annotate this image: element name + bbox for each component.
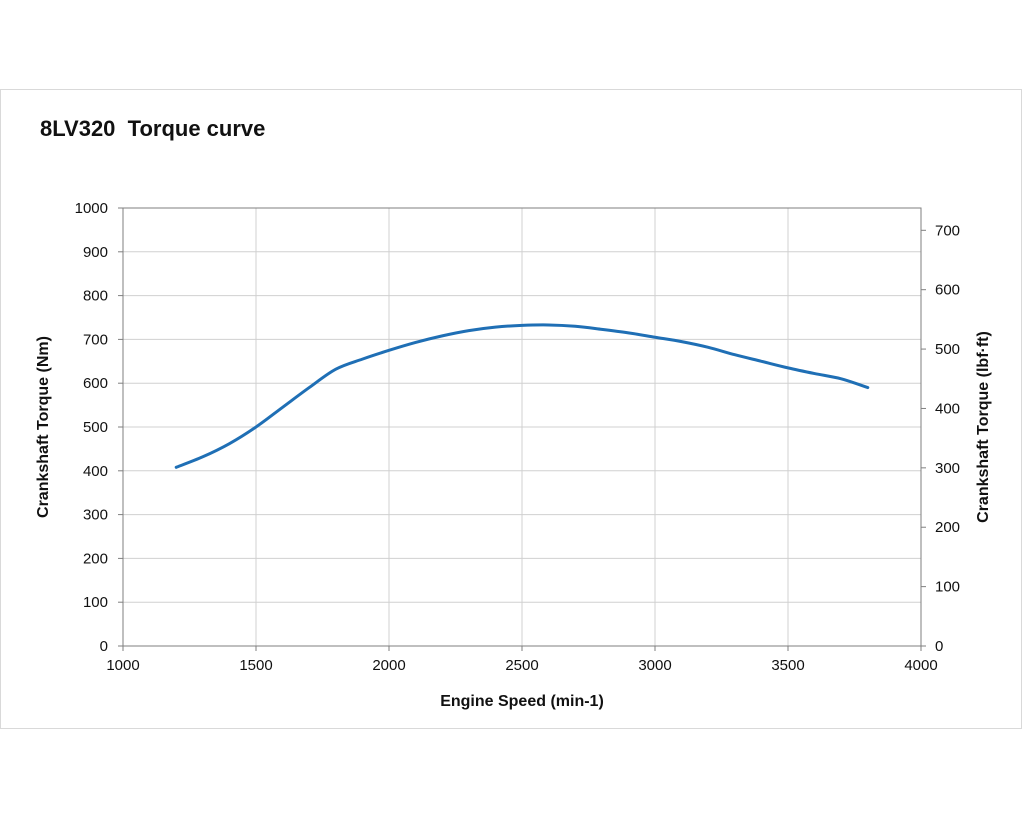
y-axis-ticks: 0 100 200 300 400 500 600 700 800 900 1000 bbox=[75, 200, 123, 655]
y-tick-label: 0 bbox=[100, 638, 108, 655]
x-tick-label: 2500 bbox=[505, 657, 538, 674]
y2-tick-label: 100 bbox=[935, 579, 960, 596]
y2-axis-ticks: 0 100 200 300 400 500 600 700 bbox=[921, 222, 960, 655]
y-tick-label: 900 bbox=[83, 244, 108, 261]
y2-axis-label: Crankshaft Torque (lbf·ft) bbox=[975, 331, 992, 523]
y2-tick-label: 500 bbox=[935, 341, 960, 358]
y-tick-label: 100 bbox=[83, 594, 108, 611]
x-tick-label: 3500 bbox=[771, 657, 804, 674]
y2-tick-label: 400 bbox=[935, 400, 960, 417]
x-tick-label: 1500 bbox=[239, 657, 272, 674]
y-tick-label: 1000 bbox=[75, 200, 108, 217]
y-tick-label: 400 bbox=[83, 463, 108, 480]
y-tick-label: 200 bbox=[83, 550, 108, 567]
x-tick-label: 4000 bbox=[904, 657, 937, 674]
torque-series-line bbox=[174, 323, 870, 469]
y-tick-label: 700 bbox=[83, 331, 108, 348]
y2-tick-label: 700 bbox=[935, 222, 960, 239]
y2-tick-label: 300 bbox=[935, 460, 960, 477]
y-axis-label: Crankshaft Torque (Nm) bbox=[35, 336, 52, 518]
grid-lines bbox=[122, 207, 922, 647]
x-tick-label: 3000 bbox=[638, 657, 671, 674]
y2-tick-label: 0 bbox=[935, 638, 943, 655]
y-tick-label: 300 bbox=[83, 507, 108, 524]
chart-title: 8LV320 Torque curve bbox=[40, 116, 266, 141]
y2-tick-label: 600 bbox=[935, 282, 960, 299]
y-tick-label: 600 bbox=[83, 375, 108, 392]
x-tick-label: 1000 bbox=[106, 657, 139, 674]
chart-frame bbox=[0, 89, 1022, 729]
x-axis-label: Engine Speed (min-1) bbox=[440, 693, 604, 710]
x-tick-label: 2000 bbox=[372, 657, 405, 674]
y2-tick-label: 200 bbox=[935, 519, 960, 536]
y-tick-label: 500 bbox=[83, 419, 108, 436]
x-axis-ticks: 1000 1500 2000 2500 3000 3500 4000 bbox=[106, 646, 938, 674]
y-tick-label: 800 bbox=[83, 288, 108, 305]
